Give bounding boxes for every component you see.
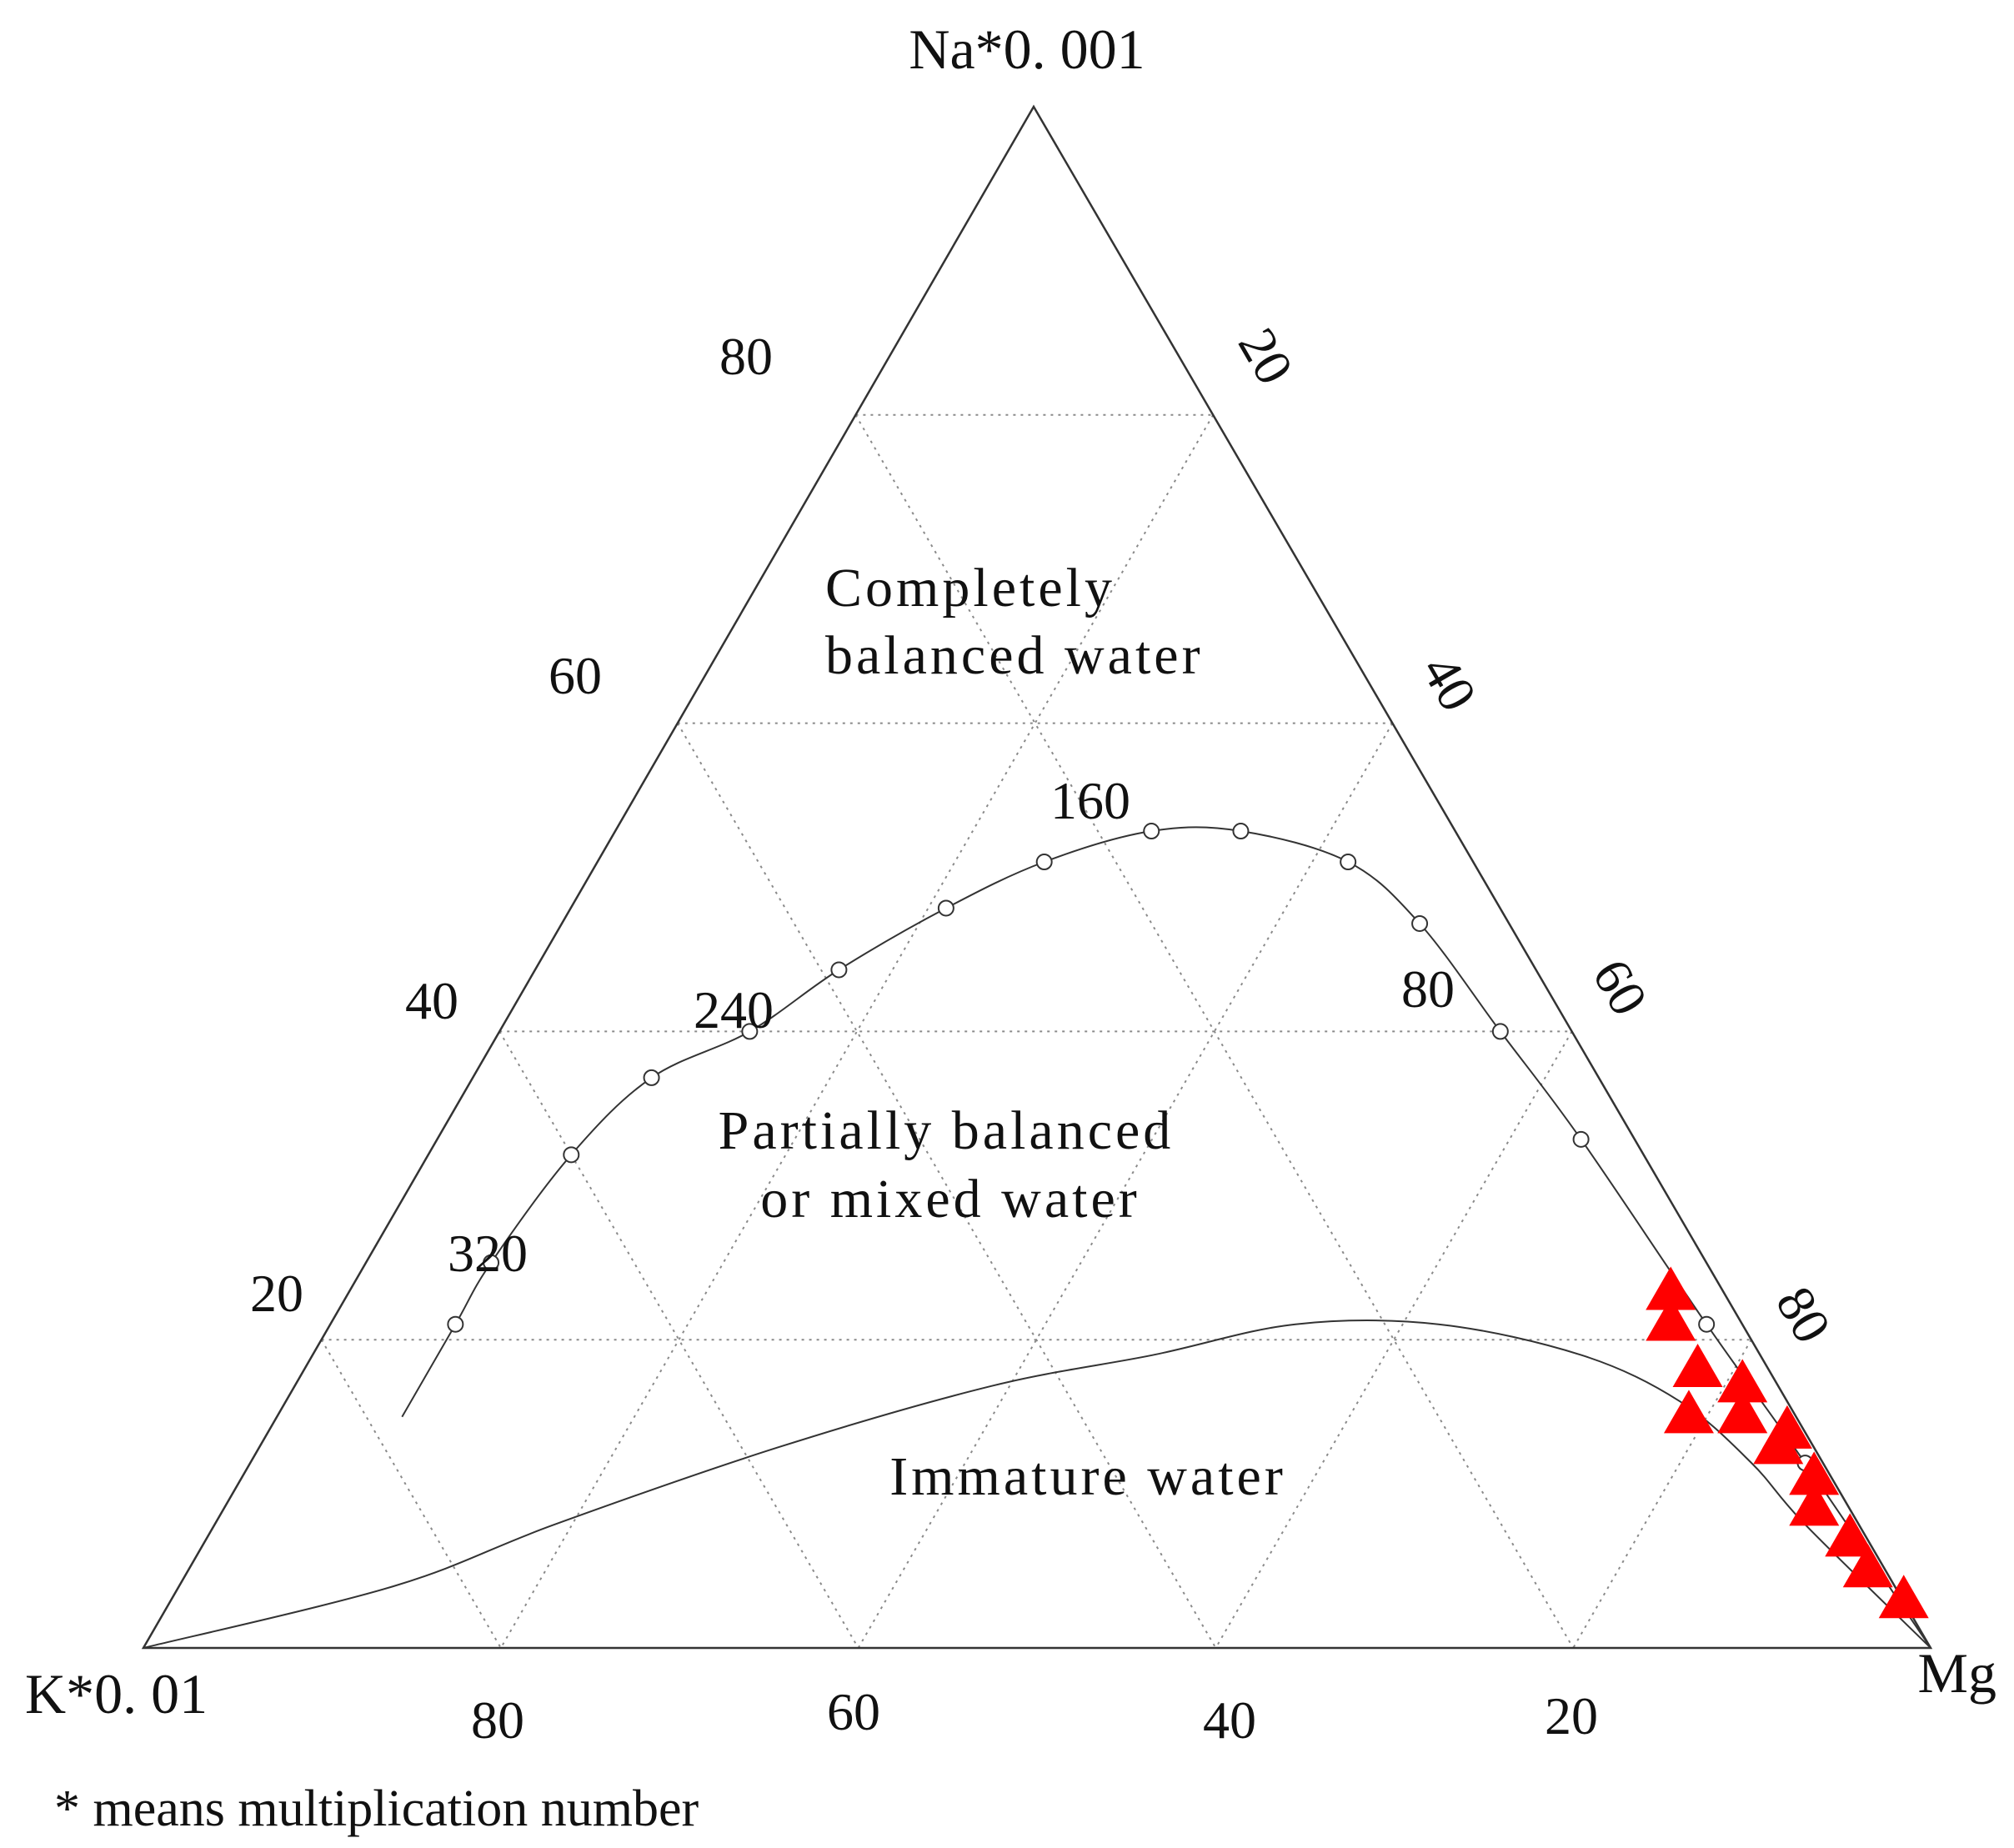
triangle-frame xyxy=(141,104,1933,1650)
bottom-tick-label: 60 xyxy=(827,1682,880,1741)
left-tick-label: 60 xyxy=(549,646,602,705)
sample-triangle xyxy=(1825,1513,1876,1557)
region-label-completely-balanced: balanced water xyxy=(825,625,1204,686)
grid-lines xyxy=(320,413,1752,1649)
curve-marker xyxy=(643,1069,660,1086)
right-tick-label: 20 xyxy=(1227,318,1305,394)
sample-points xyxy=(1646,1266,1929,1619)
full-equilibrium-curve xyxy=(401,826,1931,1649)
curve-marker xyxy=(1491,1023,1509,1040)
temperature-label: 80 xyxy=(1401,959,1455,1019)
curve-marker xyxy=(937,899,954,917)
grid-line xyxy=(1215,1030,1573,1649)
curve-marker xyxy=(447,1315,464,1333)
sample-triangle xyxy=(1646,1266,1696,1310)
grid-line xyxy=(676,723,1217,1649)
grid-line xyxy=(857,723,1394,1649)
left-tick-label: 40 xyxy=(405,971,458,1030)
sample-triangle xyxy=(1753,1420,1804,1465)
footnote: * means multiplication number xyxy=(54,1780,699,1837)
curve-marker xyxy=(1035,854,1053,871)
region-label-partially-balanced: or mixed water xyxy=(760,1169,1140,1229)
partial-equilibrium-curve xyxy=(143,1320,1931,1649)
sample-triangle xyxy=(1646,1297,1696,1341)
sample-triangle xyxy=(1842,1544,1893,1588)
curve-marker xyxy=(1572,1130,1590,1148)
bottom-tick-label: 40 xyxy=(1203,1690,1256,1750)
sample-triangle xyxy=(1663,1390,1714,1434)
curve-marker xyxy=(741,1023,759,1040)
curve-marker xyxy=(1143,823,1160,840)
curve-marker xyxy=(830,961,848,979)
grid-line xyxy=(320,1339,502,1649)
temperature-label: 240 xyxy=(694,980,774,1039)
vertex-label-left: K*0. 01 xyxy=(25,1662,208,1725)
region-label-immature-water: Immature water xyxy=(889,1446,1286,1507)
temperature-label: 320 xyxy=(448,1224,528,1283)
region-label-partially-balanced: Partially balanced xyxy=(719,1100,1175,1161)
right-tick-label: 60 xyxy=(1581,949,1659,1025)
curve-marker xyxy=(1698,1315,1716,1333)
sample-triangle xyxy=(1789,1451,1840,1495)
grid-line xyxy=(499,414,1215,1649)
sample-triangle xyxy=(1717,1390,1768,1434)
temperature-label: 160 xyxy=(1050,771,1130,830)
bottom-tick-label: 20 xyxy=(1545,1686,1598,1745)
vertex-label-top: Na*0. 001 xyxy=(909,18,1145,81)
bottom-tick-label: 80 xyxy=(471,1690,524,1750)
right-tick-label: 40 xyxy=(1410,645,1488,721)
curve-marker xyxy=(483,1254,500,1271)
grid-line xyxy=(498,1030,859,1649)
grid-line xyxy=(1572,1339,1752,1649)
equilibrium-curve-markers xyxy=(447,823,1814,1472)
right-tick-label: 80 xyxy=(1765,1277,1842,1353)
sample-triangle xyxy=(1672,1343,1723,1387)
sample-triangle xyxy=(1878,1575,1929,1619)
curve-marker xyxy=(1340,854,1357,871)
curve-marker xyxy=(1411,914,1429,932)
curve-marker xyxy=(563,1146,580,1164)
vertex-label-right: Mg xyxy=(1918,1641,1996,1705)
sample-triangle xyxy=(1717,1359,1768,1403)
region-label-completely-balanced: Completely xyxy=(825,558,1115,619)
left-tick-label: 20 xyxy=(250,1264,303,1323)
left-tick-label: 80 xyxy=(719,327,773,386)
sample-triangle xyxy=(1789,1482,1840,1526)
curve-marker xyxy=(1232,823,1250,840)
